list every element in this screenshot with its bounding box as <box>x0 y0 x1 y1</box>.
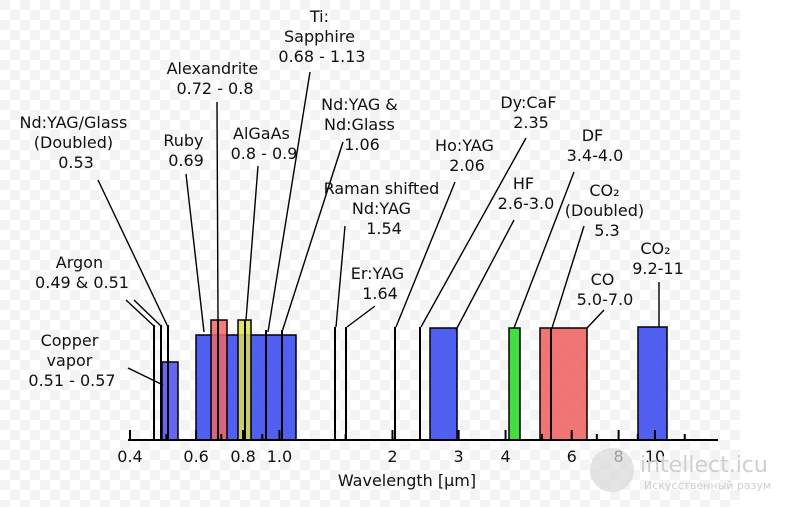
leader-ruby <box>185 173 205 333</box>
label-co2-doubled: CO₂ (Doubled) 5.3 <box>565 181 649 240</box>
leader-co2-doubled <box>551 225 585 329</box>
watermark-logo-icon <box>590 448 634 492</box>
label-ruby: Ruby 0.69 <box>163 131 208 170</box>
watermark-tagline: Искусственный разум <box>644 479 771 492</box>
band-df <box>508 327 521 441</box>
band-co2 <box>637 326 668 441</box>
label-raman: Raman shifted Nd:YAG 1.54 <box>324 179 445 238</box>
leader-argon-1 <box>125 299 156 328</box>
band-fills <box>161 319 668 441</box>
leader-raman <box>335 225 346 328</box>
laser-labels: Copper vapor 0.51 - 0.57 Argon 0.49 & 0.… <box>20 7 684 390</box>
label-tisapphire: Ti: Sapphire 0.68 - 1.13 <box>278 7 365 66</box>
leader-alexandrite <box>216 101 219 321</box>
band-co <box>539 327 588 441</box>
emission-lines <box>153 320 552 440</box>
tick-label-6: 6 <box>567 447 577 466</box>
label-hf: HF 2.6-3.0 <box>498 174 555 213</box>
tick-label-10: 10 <box>645 447 665 466</box>
leader-eryag <box>346 305 376 328</box>
axis-title: Wavelength [μm] <box>338 471 476 490</box>
band-hf <box>429 327 458 441</box>
tick-label-0.4: 0.4 <box>117 447 142 466</box>
x-axis: 0.40.60.81.02346810 Wavelength [μm] <box>117 430 718 490</box>
label-algaas: AlGaAs 0.8 - 0.9 <box>231 124 298 163</box>
axis-tick-labels: 0.40.60.81.02346810 <box>117 447 665 466</box>
label-argon: Argon 0.49 & 0.51 <box>35 253 129 292</box>
label-co: CO 5.0-7.0 <box>577 270 634 309</box>
leader-algaas <box>245 165 259 321</box>
tick-label-0.8: 0.8 <box>230 447 255 466</box>
leader-hf <box>455 219 515 331</box>
leader-copper <box>127 367 164 386</box>
leader-lines <box>97 71 660 386</box>
axis-ticks <box>129 430 686 440</box>
label-ndyag: Nd:YAG & Nd:Glass 1.06 <box>321 95 403 154</box>
watermark-brand: intellect.icu <box>640 453 768 478</box>
label-alexandrite: Alexandrite 0.72 - 0.8 <box>167 59 264 98</box>
checker-background <box>0 0 740 507</box>
leader-ndyag-doubled <box>97 179 169 328</box>
leader-tisapphire <box>267 71 311 333</box>
tick-label-2: 2 <box>387 447 397 466</box>
leader-ndyag <box>281 141 344 333</box>
label-ndyag-doubled: Nd:YAG/Glass (Doubled) 0.53 <box>20 113 133 172</box>
label-co2: CO₂ 9.2-11 <box>632 239 684 278</box>
label-df: DF 3.4-4.0 <box>567 126 624 165</box>
label-dycaf: Dy:CaF 2.35 <box>500 93 561 132</box>
band-copper <box>161 361 179 441</box>
leader-hoyag <box>395 181 456 328</box>
leader-argon-2 <box>133 299 163 328</box>
label-eryag: Er:YAG 1.64 <box>351 264 409 303</box>
watermark: intellect.icu Искусственный разум <box>590 448 771 492</box>
tick-label-3: 3 <box>454 447 464 466</box>
label-hoyag: Ho:YAG 2.06 <box>435 136 499 175</box>
tick-label-1.0: 1.0 <box>267 447 292 466</box>
label-copper: Copper vapor 0.51 - 0.57 <box>28 331 115 390</box>
leader-dycaf <box>420 137 527 328</box>
leader-df <box>513 171 575 329</box>
tick-label-0.6: 0.6 <box>183 447 208 466</box>
leader-co <box>586 309 605 329</box>
tick-label-4: 4 <box>500 447 510 466</box>
